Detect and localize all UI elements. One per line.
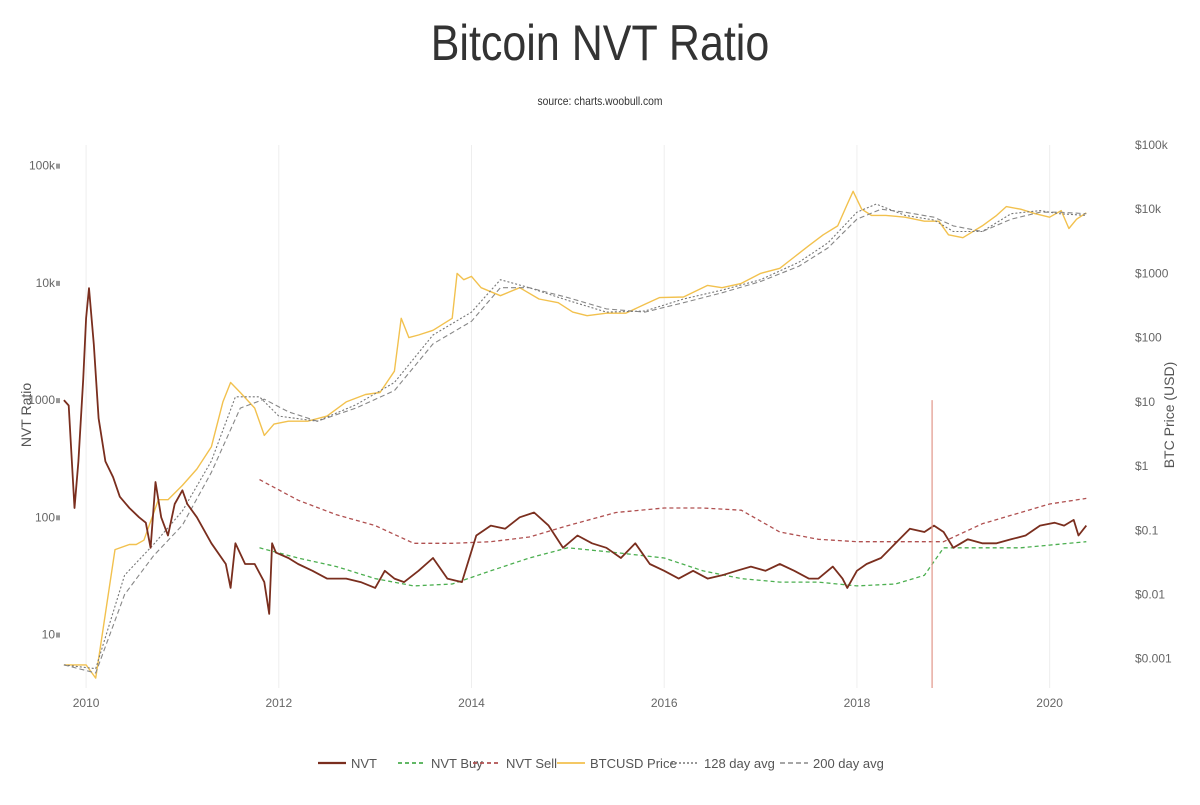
- left-axis-ticks: 10 100 1000 10k 100k: [28, 159, 60, 642]
- series-line-nvt: [63, 287, 1088, 615]
- left-tick-mark: [56, 515, 60, 521]
- right-tick-label: $100: [1135, 331, 1162, 345]
- right-axis-ticks: $0.001 $0.01 $0.1 $1 $10 $100 $1000 $10k $100k: [1135, 138, 1172, 666]
- x-tick-label: 2012: [265, 696, 292, 710]
- x-tick-label: 2016: [651, 696, 678, 710]
- left-tick-label: 1000: [28, 393, 55, 407]
- legend-label: NVT Sell: [506, 756, 557, 771]
- right-tick-label: $0.001: [1135, 652, 1172, 666]
- x-axis-ticks: 2010 2012 2014 2016 2018 2020: [73, 696, 1064, 710]
- left-tick-mark: [56, 398, 60, 404]
- right-axis-title: BTC Price (USD): [1161, 362, 1177, 469]
- right-tick-label: $0.1: [1135, 523, 1159, 537]
- legend-label: NVT Buy: [431, 756, 483, 771]
- x-tick-label: 2010: [73, 696, 100, 710]
- left-tick-mark: [56, 632, 60, 638]
- right-tick-label: $1: [1135, 459, 1149, 473]
- series-line-200-day-avg: [63, 208, 1087, 674]
- left-tick-label: 100k: [29, 159, 56, 173]
- left-tick-mark: [56, 280, 60, 286]
- x-tick-label: 2018: [844, 696, 871, 710]
- right-tick-label: $1000: [1135, 266, 1169, 280]
- gridlines: [85, 145, 1051, 688]
- x-tick-label: 2020: [1036, 696, 1063, 710]
- x-tick-label: 2014: [458, 696, 485, 710]
- left-axis-title: NVT Ratio: [18, 383, 34, 448]
- series-line-128-day-avg: [63, 203, 1087, 670]
- legend-label: BTCUSD Price: [590, 756, 677, 771]
- right-tick-label: $0.01: [1135, 588, 1165, 602]
- left-tick-label: 100: [35, 510, 55, 524]
- series-line-nvt-buy: [259, 541, 1087, 587]
- legend: NVT NVT Buy NVT Sell BTCUSD Price 128 day av…: [318, 756, 884, 771]
- right-tick-label: $10: [1135, 395, 1155, 409]
- series-line-btcusd-price: [63, 190, 1087, 679]
- chart-subtitle: source: charts.woobull.com: [537, 94, 663, 108]
- legend-label: NVT: [351, 756, 377, 771]
- left-tick-mark: [56, 163, 60, 169]
- right-tick-label: $10k: [1135, 202, 1162, 216]
- chart-title: Bitcoin NVT Ratio: [430, 15, 770, 71]
- series-layer: [63, 190, 1088, 688]
- legend-label: 200 day avg: [813, 756, 884, 771]
- left-tick-label: 10k: [36, 276, 56, 290]
- series-line-nvt-sell: [259, 479, 1087, 544]
- right-tick-label: $100k: [1135, 138, 1169, 152]
- legend-label: 128 day avg: [704, 756, 775, 771]
- left-tick-label: 10: [42, 628, 56, 642]
